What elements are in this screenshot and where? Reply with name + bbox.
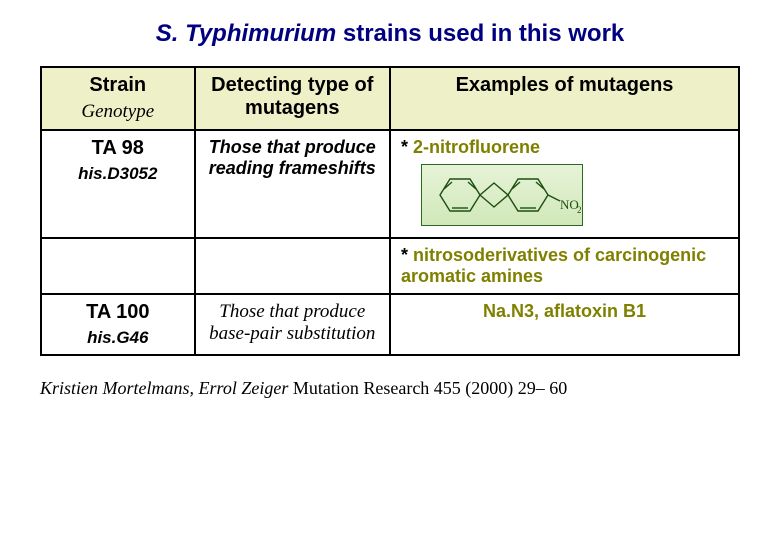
hdr-strain-cell: Strain Genotype (41, 67, 195, 130)
example-2: * nitrosoderivatives of carcinogenic aro… (401, 245, 728, 287)
structure-svg: NO 2 (422, 165, 582, 225)
slide: S. Typhimurium strains used in this work… (0, 0, 780, 419)
cell-example-1: * 2-nitrofluorene (390, 130, 739, 238)
example-2-text: nitrosoderivatives of carcinogenic aroma… (401, 245, 706, 286)
strains-table: Strain Genotype Detecting type of mutage… (40, 66, 740, 356)
cell-detect-3: Those that produce base-pair substitutio… (195, 294, 390, 355)
strain-3-name: TA 100 (52, 301, 184, 324)
cell-detect-1: Those that produce reading frameshifts (195, 130, 390, 238)
cell-example-3: Na.N3, aflatoxin B1 (390, 294, 739, 355)
cell-example-2: * nitrosoderivatives of carcinogenic aro… (390, 238, 739, 294)
cell-strain-2 (41, 238, 195, 294)
example-2-star: * (401, 245, 413, 265)
citation: Kristien Mortelmans, Errol Zeiger Mutati… (40, 378, 740, 399)
title-species: S. Typhimurium (156, 20, 336, 47)
citation-authors: Kristien Mortelmans, Errol Zeiger (40, 378, 288, 398)
detect-1: Those that produce reading frameshifts (206, 137, 379, 179)
example-1-star: * (401, 137, 413, 157)
slide-title: S. Typhimurium strains used in this work (40, 20, 740, 48)
table-header-row: Strain Genotype Detecting type of mutage… (41, 67, 739, 130)
cell-strain-1: TA 98 his.D3052 (41, 130, 195, 238)
example-1: * 2-nitrofluorene (401, 137, 728, 158)
table-row: TA 98 his.D3052 Those that produce readi… (41, 130, 739, 238)
strain-3-genotype: his.G46 (52, 328, 184, 348)
svg-text:NO: NO (560, 197, 579, 212)
strain-1-name: TA 98 (52, 137, 184, 160)
example-1-text: 2-nitrofluorene (413, 137, 540, 157)
hdr-genotype: Genotype (52, 101, 184, 123)
chemical-structure: NO 2 (421, 164, 583, 226)
title-rest: strains used in this work (336, 20, 624, 47)
example-3-text: Na.N3, aflatoxin B1 (401, 301, 728, 322)
hdr-examples: Examples of mutagens (401, 74, 728, 97)
hdr-examples-cell: Examples of mutagens (390, 67, 739, 130)
citation-rest: Mutation Research 455 (2000) 29– 60 (288, 378, 567, 398)
hdr-detecting: Detecting type of mutagens (206, 74, 379, 120)
svg-text:2: 2 (577, 205, 582, 215)
hdr-strain: Strain (52, 74, 184, 97)
hdr-detecting-cell: Detecting type of mutagens (195, 67, 390, 130)
cell-detect-2 (195, 238, 390, 294)
cell-strain-3: TA 100 his.G46 (41, 294, 195, 355)
table-row: TA 100 his.G46 Those that produce base-p… (41, 294, 739, 355)
strain-1-genotype: his.D3052 (52, 164, 184, 184)
detect-3: Those that produce base-pair substitutio… (206, 301, 379, 345)
table-row: * nitrosoderivatives of carcinogenic aro… (41, 238, 739, 294)
